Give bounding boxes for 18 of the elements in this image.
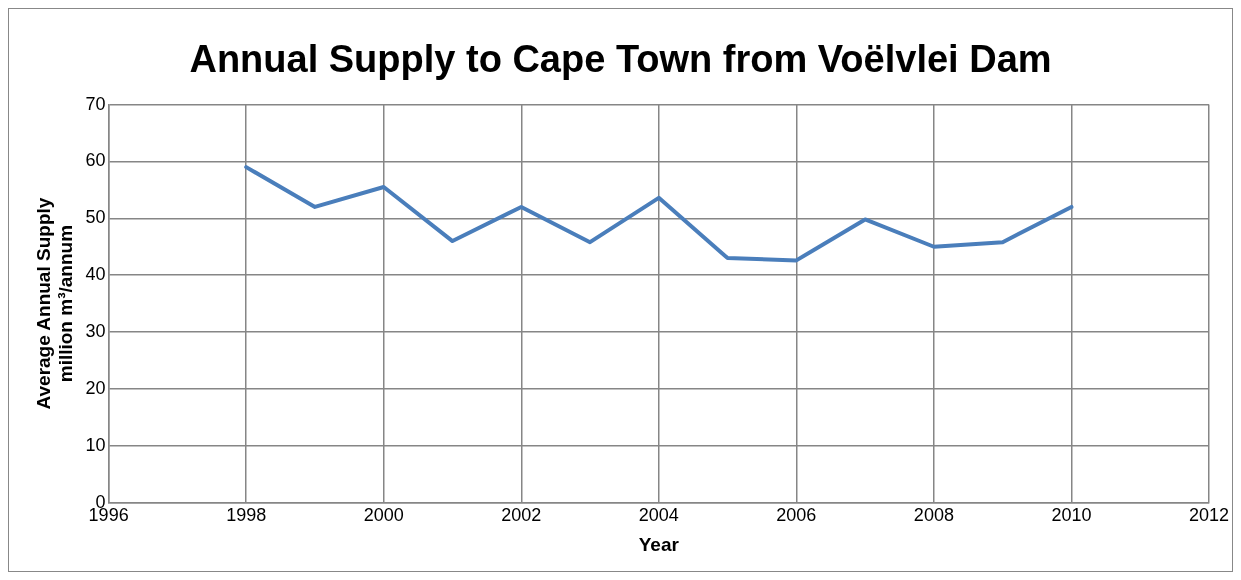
y-axis-title: Average Annual Supply million m³/annum	[32, 197, 77, 410]
x-tick-label: 2010	[1051, 505, 1092, 526]
x-axis-title: Year	[638, 533, 680, 555]
y-tick-label: 70	[85, 93, 106, 114]
x-tick-label: 1998	[226, 505, 267, 526]
y-tick-label: 20	[85, 377, 106, 398]
x-tick-label: 2012	[1188, 505, 1229, 526]
y-tick-label: 10	[85, 434, 106, 455]
x-tick-label: 2004	[638, 505, 679, 526]
chart-title: Annual Supply to Cape Town from Voëlvlei Dam	[189, 38, 1052, 81]
x-tick-label: 2002	[501, 505, 542, 526]
y-tick-label: 40	[85, 264, 106, 285]
y-tick-label: 30	[85, 321, 106, 341]
y-tick-label: 60	[85, 150, 106, 171]
x-tick-label: 2006	[776, 505, 817, 526]
x-tick-label: 2008	[913, 505, 954, 526]
x-tick-label: 2000	[363, 505, 404, 526]
y-tick-label: 50	[85, 207, 106, 228]
